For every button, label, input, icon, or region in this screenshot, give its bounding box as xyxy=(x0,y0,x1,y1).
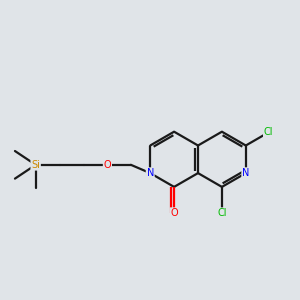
Text: Cl: Cl xyxy=(217,208,227,218)
Text: Si: Si xyxy=(31,160,40,170)
Text: Cl: Cl xyxy=(264,128,273,137)
Text: N: N xyxy=(146,168,154,178)
Text: O: O xyxy=(103,160,111,170)
Text: N: N xyxy=(242,168,250,178)
Text: O: O xyxy=(170,208,178,218)
